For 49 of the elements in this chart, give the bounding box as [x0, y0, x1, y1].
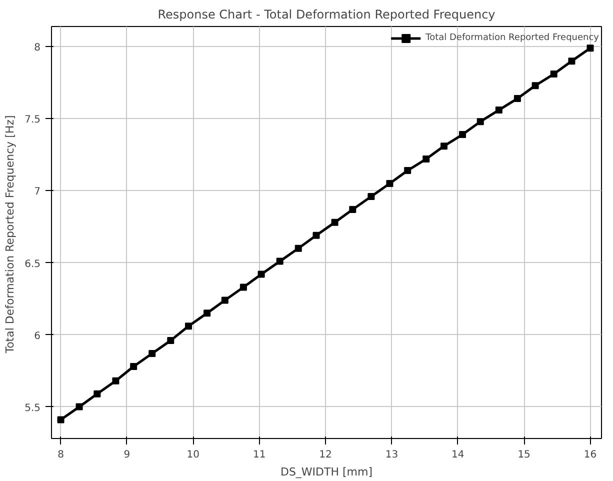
x-tick-label: 16 [584, 450, 597, 460]
point [221, 296, 228, 304]
x-tick-label: 15 [518, 450, 530, 460]
y-tick-label: 7.5 [24, 114, 41, 126]
y-tick-label: 8 [34, 42, 41, 54]
y-tick-label: 6.5 [24, 258, 41, 270]
x-tick-label: 14 [452, 450, 464, 460]
point [404, 167, 412, 174]
point [532, 82, 539, 90]
x-tick-label: 8 [58, 450, 64, 460]
point [240, 284, 247, 291]
point [459, 131, 466, 138]
x-tick-label: 12 [319, 450, 332, 460]
x-tick-label: 10 [186, 450, 200, 460]
point [312, 232, 320, 239]
y-tick-label: 6 [34, 330, 41, 342]
point [386, 180, 394, 188]
point [368, 192, 375, 200]
x-tick-label: 13 [385, 450, 398, 460]
point [495, 106, 502, 114]
point [276, 258, 284, 265]
point [550, 70, 558, 78]
point [258, 270, 265, 278]
legend-label: Total Deformation Reported Frequency [426, 33, 599, 43]
point [422, 156, 430, 163]
y-tick-label: 7 [34, 186, 41, 198]
point [185, 322, 192, 330]
y-axis-title: Total Deformation Reported Frequency [Hz] [4, 115, 17, 354]
point [331, 218, 338, 226]
x-tick-label: 11 [252, 450, 266, 460]
point [294, 244, 302, 252]
point [476, 118, 484, 126]
y-tick-label: 5.5 [24, 402, 41, 414]
point [167, 337, 174, 344]
point [586, 44, 594, 52]
point [112, 377, 120, 384]
x-tick-label: 9 [124, 450, 130, 460]
point [148, 350, 156, 358]
point [440, 142, 448, 150]
point [349, 206, 356, 213]
chart-title: Response Chart - Total Deformation Reported Frequency [158, 8, 496, 22]
x-axis-title: DS_WIDTH [mm] [280, 466, 373, 478]
point [204, 310, 211, 317]
point [94, 390, 101, 398]
point [568, 58, 576, 65]
point [76, 403, 83, 410]
point [57, 416, 64, 424]
point [514, 95, 521, 102]
point [130, 362, 138, 370]
